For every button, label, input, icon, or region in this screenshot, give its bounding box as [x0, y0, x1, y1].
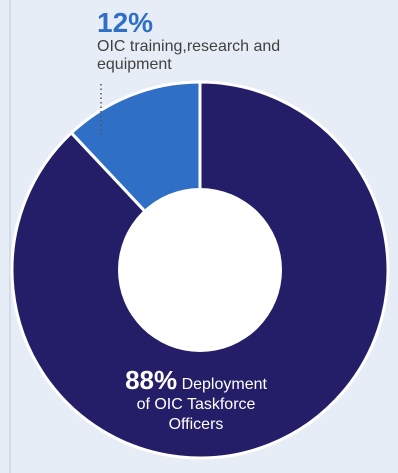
large-slice-label-3: Officers [168, 416, 224, 433]
small-slice-callout: 12% OIC training,research and equipment [97, 8, 387, 74]
large-slice-line-1: 88% Deployment [96, 367, 296, 395]
donut-hole [118, 188, 282, 352]
large-slice-label-1: Deployment [181, 376, 267, 393]
left-divider [9, 0, 11, 473]
large-slice-percent: 88% [125, 365, 178, 395]
large-slice-callout: 88% Deployment of OIC Taskforce Officers [96, 367, 296, 435]
small-slice-percent: 12% [97, 7, 154, 38]
small-slice-label: OIC training,research and equipment [97, 38, 281, 73]
large-slice-label-2: of OIC Taskforce [136, 396, 256, 413]
